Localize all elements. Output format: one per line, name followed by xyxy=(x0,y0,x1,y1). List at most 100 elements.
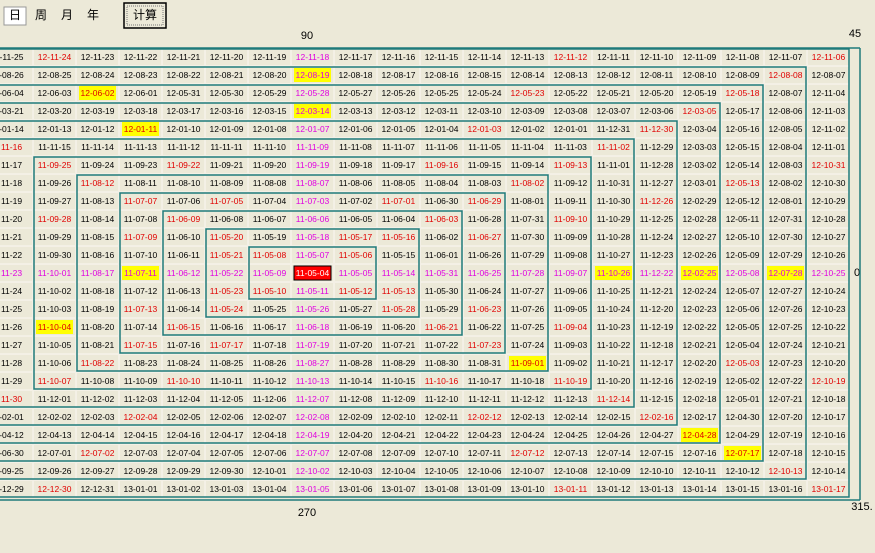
date-cell: 11-09-28 xyxy=(38,214,72,224)
date-cell: 11-05-08 xyxy=(253,250,287,260)
button-frame[interactable] xyxy=(123,2,167,29)
date-cell: 11-07-14 xyxy=(124,322,158,332)
date-cell: 12-05-04 xyxy=(725,340,759,350)
date-cell: 11-05-16 xyxy=(382,232,416,242)
date-cell: 12-05-25 xyxy=(424,88,458,98)
date-cell: 12-01-13 xyxy=(37,124,71,134)
date-cell: 12-03-08 xyxy=(553,106,587,116)
date-cell: 11-12-23 xyxy=(640,250,674,260)
date-grid: -11-25 12-11-24 12-11-23 12-11-22 12-11-21 12… xyxy=(0,48,850,498)
date-cell: 11-05-24 xyxy=(210,304,244,314)
date-cell: 11-26 xyxy=(1,322,22,332)
date-cell: 12-07-20 xyxy=(768,412,802,422)
ring-frame xyxy=(0,66,807,480)
date-cell: 12-02-28 xyxy=(682,214,716,224)
date-cell: -09-25 xyxy=(0,466,24,476)
date-cell: 11-06-23 xyxy=(468,304,502,314)
date-cell: 11-09-11 xyxy=(554,196,587,206)
date-cell: 12-07-05 xyxy=(209,448,243,458)
date-cell: 12-07-06 xyxy=(252,448,286,458)
date-cell: 12-07-28 xyxy=(768,268,802,278)
date-cell: 11-10-11 xyxy=(210,376,243,386)
date-cell: 12-11-24 xyxy=(38,52,72,62)
date-cell: 11-08-20 xyxy=(81,322,115,332)
date-cell: 11-08-11 xyxy=(124,178,157,188)
date-cell: 11-10-01 xyxy=(38,268,72,278)
date-cell: 12-08-07 xyxy=(768,88,802,98)
date-cell: 12-07-21 xyxy=(768,394,802,404)
date-cell: 11-08-24 xyxy=(167,358,201,368)
date-cell: 12-04-17 xyxy=(209,430,243,440)
date-cell: 11-12-08 xyxy=(339,394,373,404)
date-cell: 12-11-17 xyxy=(339,52,373,62)
date-cell: 13-01-05 xyxy=(295,484,329,494)
date-cell: 11-21 xyxy=(1,232,22,242)
date-cell: 11-07-17 xyxy=(210,340,244,350)
ring-frame xyxy=(162,210,463,336)
date-cell: 12-10-01 xyxy=(252,466,286,476)
date-cell: 12-08-13 xyxy=(553,70,587,80)
date-cell: 13-01-12 xyxy=(596,484,630,494)
date-cell: -06-04 xyxy=(0,88,24,98)
period-tab[interactable]: 年 xyxy=(87,8,99,22)
date-cell: 12-10-23 xyxy=(811,304,845,314)
date-cell: 12-03-17 xyxy=(166,106,200,116)
date-cell: 12-03-09 xyxy=(510,106,544,116)
date-cell: 11-10-06 xyxy=(38,358,72,368)
date-cell: 11-07-07 xyxy=(124,196,158,206)
date-cell: 11-08-29 xyxy=(382,358,416,368)
date-cell: 12-03-04 xyxy=(682,124,716,134)
date-cell: 11-05-23 xyxy=(210,286,244,296)
date-cell: 11-08-27 xyxy=(296,358,330,368)
date-cell: 11-07-22 xyxy=(425,340,459,350)
date-cell: 12-10-03 xyxy=(338,466,372,476)
date-cell: 12-05-19 xyxy=(682,88,716,98)
date-cell: 11-09-12 xyxy=(554,178,588,188)
date-cell: 11-06-25 xyxy=(468,268,502,278)
date-cell: 12-03-10 xyxy=(467,106,501,116)
period-tab[interactable]: 月 xyxy=(61,8,73,22)
date-cell: 11-10-29 xyxy=(597,214,631,224)
date-cell: 11-09-17 xyxy=(382,160,416,170)
date-cell: 11-06-05 xyxy=(339,214,373,224)
date-cell: 11-06-03 xyxy=(425,214,459,224)
date-cell: 11-12-27 xyxy=(640,178,674,188)
date-cell: 11-05-20 xyxy=(210,232,244,242)
date-cell: 12-01-11 xyxy=(124,124,158,134)
date-cell: 11-11-11 xyxy=(210,142,242,152)
date-cell: 12-08-21 xyxy=(209,70,243,80)
date-cell: 11-08-30 xyxy=(425,358,459,368)
date-cell: 12-04-28 xyxy=(682,430,716,440)
period-tab[interactable]: 周 xyxy=(35,8,47,22)
date-cell: 11-08-16 xyxy=(81,250,115,260)
date-cell: 11-12-05 xyxy=(210,394,244,404)
period-tab[interactable]: 日 xyxy=(9,8,21,22)
date-cell: 11-10-28 xyxy=(597,232,631,242)
date-cell: 12-07-07 xyxy=(295,448,329,458)
date-cell: 12-02-12 xyxy=(467,412,501,422)
date-cell: 11-05-28 xyxy=(382,304,416,314)
date-cell: 12-03-06 xyxy=(639,106,673,116)
date-cell: 12-02-26 xyxy=(682,250,716,260)
date-cell: 11-12-15 xyxy=(640,394,674,404)
date-cell: 11-07-01 xyxy=(382,196,416,206)
date-cell: 11-06-19 xyxy=(339,322,373,332)
date-cell: 12-10-13 xyxy=(768,466,802,476)
date-cell: 11-12-11 xyxy=(468,394,501,404)
date-cell: 11-06-27 xyxy=(468,232,502,242)
date-cell: 11-06-20 xyxy=(382,322,416,332)
date-cell: 11-07-18 xyxy=(253,340,287,350)
date-cell: 11-08-26 xyxy=(253,358,287,368)
date-cell: 11-06-22 xyxy=(468,322,502,332)
date-cell: 12-05-16 xyxy=(725,124,759,134)
date-cell: 11-08-23 xyxy=(124,358,158,368)
date-cell: 11-12-31 xyxy=(597,124,631,134)
date-cell: 12-11-15 xyxy=(425,52,459,62)
calc-button[interactable]: 计算 xyxy=(133,7,157,22)
date-cell: 12-04-18 xyxy=(252,430,286,440)
cell-highlight xyxy=(681,428,718,442)
date-cell: 11-07-25 xyxy=(511,322,545,332)
date-cell: 11-07-12 xyxy=(124,286,158,296)
date-cell: 12-07-11 xyxy=(468,448,502,458)
date-cell: 12-08-09 xyxy=(725,70,759,80)
